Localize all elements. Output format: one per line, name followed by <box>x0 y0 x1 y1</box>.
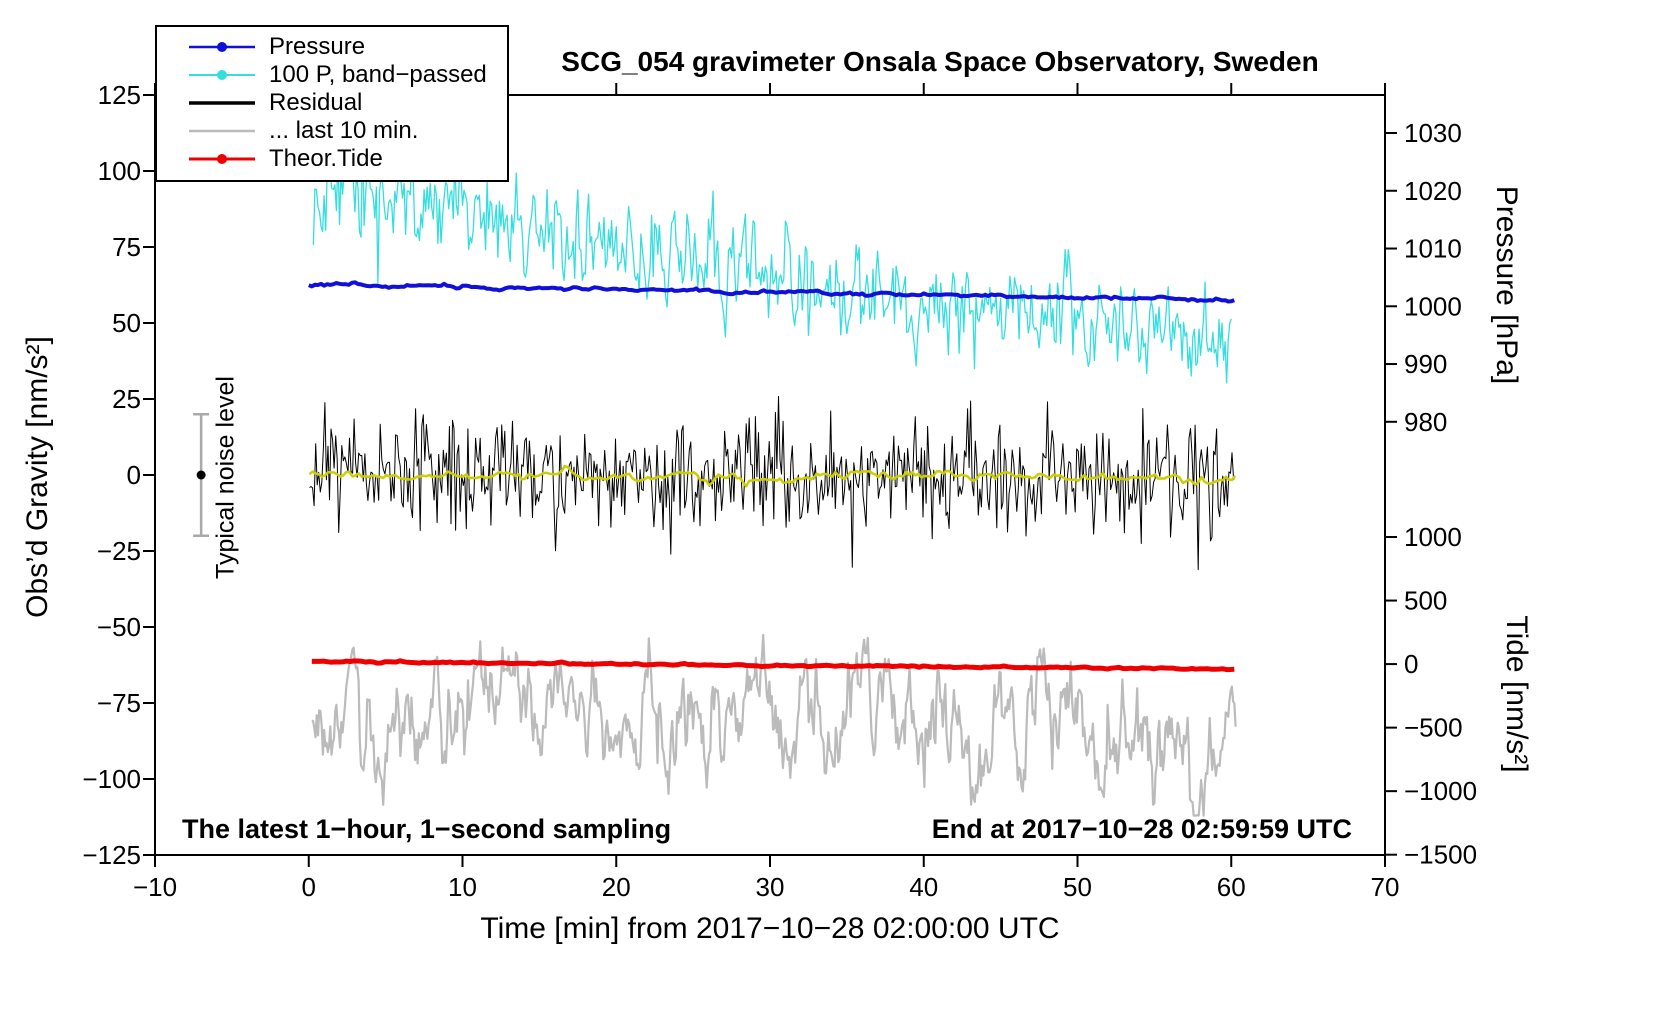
y-tick-label-pressure: 1010 <box>1404 234 1462 264</box>
y-tick-label-pressure: 1030 <box>1404 118 1462 148</box>
legend-item: Pressure <box>187 33 507 61</box>
legend-marker <box>189 70 255 80</box>
y-tick-label-tide: 1000 <box>1404 522 1462 552</box>
legend-marker <box>189 101 255 105</box>
x-tick-label: 30 <box>756 872 785 902</box>
legend-marker <box>189 129 255 133</box>
series-100-p-band-passed <box>312 131 1232 384</box>
y-tick-label-gravity: 25 <box>112 384 141 414</box>
x-tick-label: −10 <box>133 872 177 902</box>
y-tick-label-gravity: 0 <box>127 460 141 490</box>
y-tick-label-tide: −500 <box>1404 713 1463 743</box>
series-group <box>308 131 1237 817</box>
y-tick-label-pressure: 990 <box>1404 349 1447 379</box>
y-axis-label-gravity: Obs’d Gravity [nm/s²] <box>21 336 54 618</box>
y-tick-label-tide: 0 <box>1404 649 1418 679</box>
x-tick-label: 50 <box>1063 872 1092 902</box>
y-tick-label-tide: −1000 <box>1404 776 1477 806</box>
legend-item: ... last 10 min. <box>187 117 507 145</box>
y-tick-label-gravity: 75 <box>112 232 141 262</box>
y-tick-label-pressure: 980 <box>1404 407 1447 437</box>
legend-marker <box>189 154 255 164</box>
series-theor-tide <box>311 658 1235 673</box>
legend-label: Theor.Tide <box>269 145 383 172</box>
end-time-note: End at 2017−10−28 02:59:59 UTC <box>931 814 1352 844</box>
series-pressure <box>308 280 1235 304</box>
y-tick-label-gravity: 125 <box>98 80 141 110</box>
chart-title: SCG_054 gravimeter Onsala Space Observat… <box>561 46 1319 77</box>
y-tick-label-gravity: 100 <box>98 156 141 186</box>
noise-level-dot <box>196 470 206 480</box>
y-tick-label-gravity: −25 <box>97 536 141 566</box>
x-tick-label: 40 <box>909 872 938 902</box>
y-tick-label-gravity: −50 <box>97 612 141 642</box>
legend-item: 100 P, band−passed <box>187 61 507 89</box>
y-tick-label-tide: 500 <box>1404 586 1447 616</box>
x-tick-label: 70 <box>1371 872 1400 902</box>
y-axis-label-tide: Tide [nm/s²] <box>1500 615 1533 773</box>
legend-label: 100 P, band−passed <box>269 61 487 88</box>
legend-marker <box>189 42 255 52</box>
noise-level-label: Typical noise level <box>211 376 240 579</box>
legend-label: Residual <box>269 89 363 116</box>
x-tick-label: 10 <box>448 872 477 902</box>
y-tick-label-gravity: −125 <box>82 840 141 870</box>
series-residual-smoothed <box>308 464 1237 488</box>
x-axis-label: Time [min] from 2017−10−28 02:00:00 UTC <box>480 912 1060 945</box>
plot-frame <box>154 94 1386 856</box>
y-tick-label-gravity: −75 <box>97 688 141 718</box>
x-tick-label: 0 <box>302 872 316 902</box>
series--last-10-min- <box>311 633 1237 817</box>
legend-label: Pressure <box>269 33 366 60</box>
y-tick-label-gravity: 50 <box>112 308 141 338</box>
y-tick-label-gravity: −100 <box>82 764 141 794</box>
series-residual <box>309 396 1236 571</box>
y-tick-label-pressure: 1000 <box>1404 291 1462 321</box>
legend-item: Residual <box>187 89 507 117</box>
legend-item: Theor.Tide <box>187 145 507 173</box>
legend-label: ... last 10 min. <box>269 117 419 144</box>
sampling-note: The latest 1−hour, 1−second sampling <box>182 814 672 844</box>
y-tick-label-tide: −1500 <box>1404 840 1477 870</box>
legend: Pressure 100 P, band−passed Residual... la… <box>155 25 509 182</box>
x-tick-label: 20 <box>602 872 631 902</box>
y-tick-label-pressure: 1020 <box>1404 176 1462 206</box>
x-tick-label: 60 <box>1217 872 1246 902</box>
